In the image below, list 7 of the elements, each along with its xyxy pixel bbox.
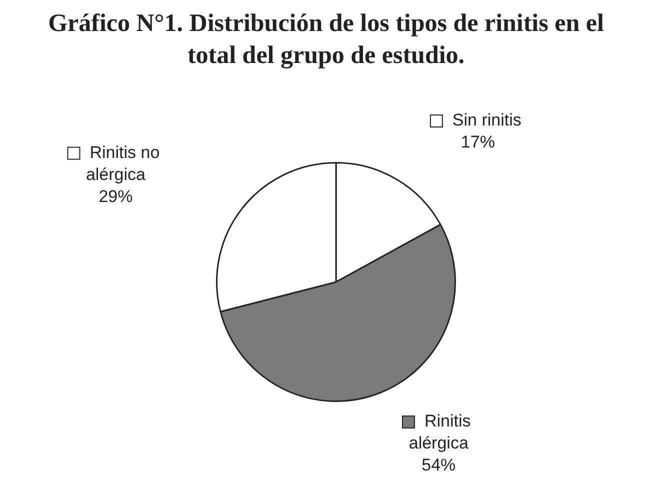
chart-title: Gráfico N°1. Distribución de los tipos de rinitis en el total del grupo de estudio.: [47, 9, 605, 71]
data-label: 54%: [422, 456, 456, 475]
legend-label: Sin rinitis: [452, 110, 522, 130]
data-label: 17%: [460, 132, 495, 152]
legend-label: Rinitis alérgica: [408, 412, 471, 453]
legend-label: Rinitis no alérgica: [86, 142, 160, 184]
data-label: 29%: [98, 186, 133, 206]
